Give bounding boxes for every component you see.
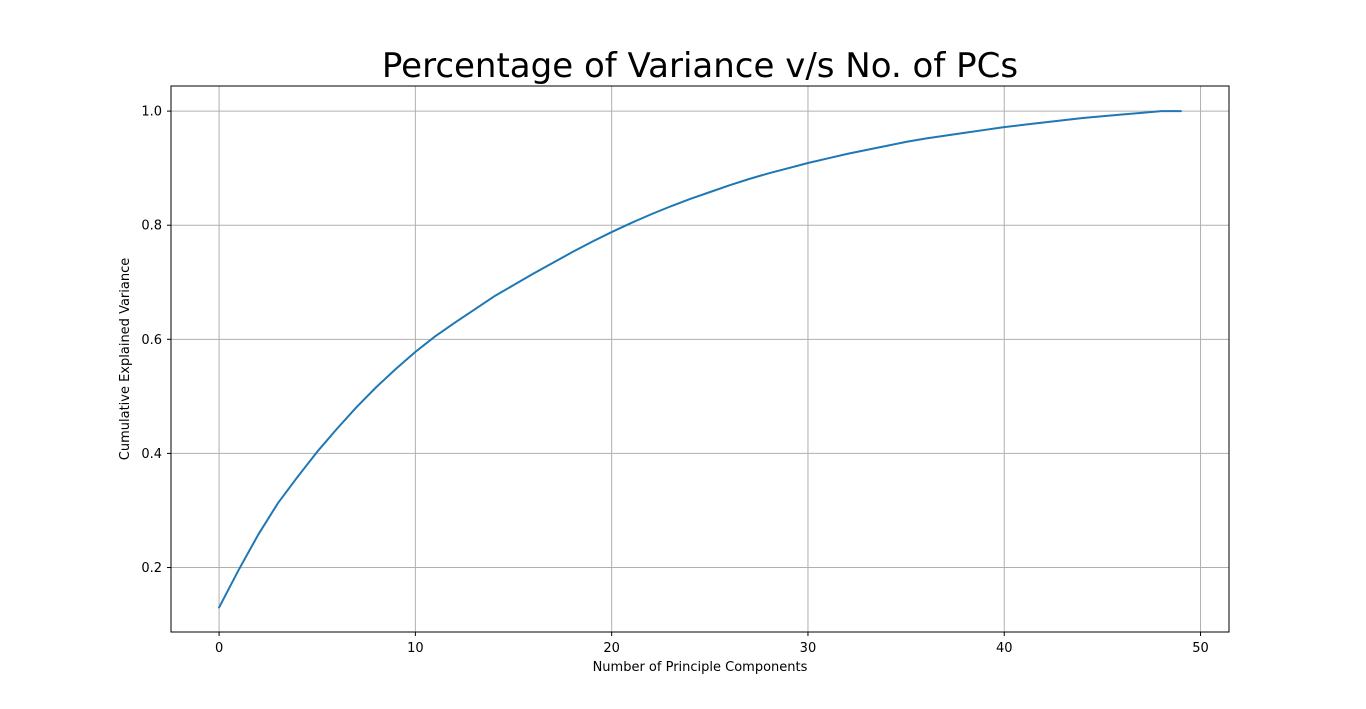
chart-title: Percentage of Variance v/s No. of PCs (382, 46, 1018, 86)
y-axis-label: Cumulative Explained Variance (118, 258, 133, 460)
x-gridlines (218, 86, 1202, 632)
x-tick-label: 30 (800, 641, 817, 656)
series-line (218, 110, 1182, 609)
x-tick-label: 20 (603, 641, 620, 656)
y-axis-ticks: 0.2 0.4 0.6 0.8 1.0 (141, 105, 171, 576)
y-tick-label: 1.0 (141, 105, 162, 120)
x-axis-label: Number of Principle Components (593, 660, 808, 675)
x-tick-label: 10 (407, 641, 424, 656)
x-tick-label: 50 (1192, 641, 1209, 656)
y-tick-label: 0.8 (141, 219, 162, 234)
y-tick-label: 0.6 (141, 333, 162, 348)
x-tick-label: 40 (996, 641, 1013, 656)
y-gridlines (171, 110, 1229, 569)
y-tick-label: 0.2 (141, 561, 162, 576)
plot-area-frame (170, 85, 1230, 633)
y-tick-label: 0.4 (141, 447, 162, 462)
x-axis-ticks: 0 10 20 30 40 50 (215, 632, 1209, 656)
x-tick-label: 0 (215, 641, 223, 656)
series-layer (218, 110, 1182, 609)
